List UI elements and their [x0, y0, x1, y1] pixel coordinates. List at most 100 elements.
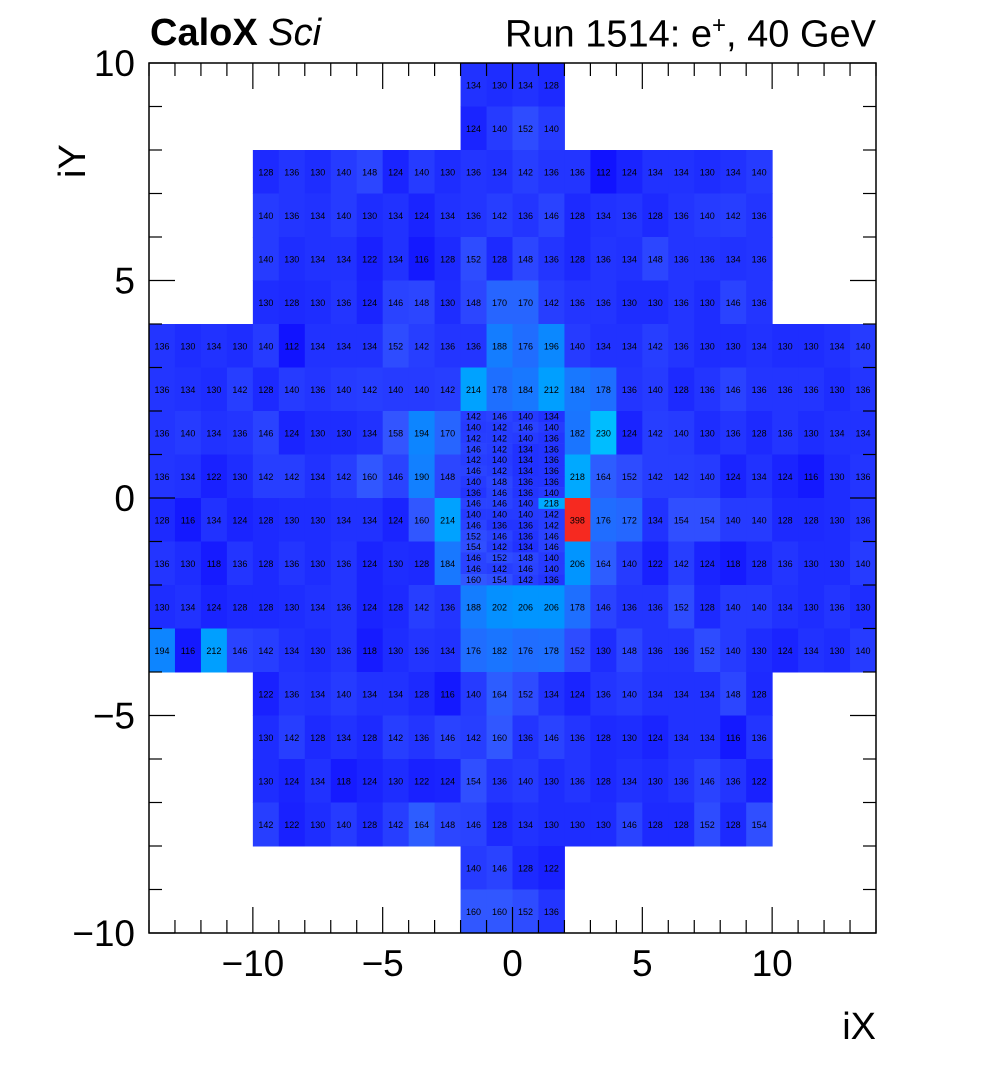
heatmap-cell [694, 411, 721, 455]
cell-value-label: 146 [258, 428, 273, 438]
fine-cell-value-label: 146 [466, 553, 481, 563]
heatmap-cell [642, 150, 669, 194]
heatmap-cell [278, 715, 306, 760]
heatmap-cell [304, 628, 332, 673]
heatmap-cell [174, 585, 202, 629]
cell-value-label: 118 [363, 646, 377, 656]
cell-value-label: 130 [284, 254, 299, 264]
heatmap-cell [330, 150, 358, 194]
heatmap-cell [434, 672, 462, 716]
heatmap-fine-cell [512, 487, 539, 499]
fine-cell-value-label: 218 [544, 499, 559, 509]
fine-cell-value-label: 154 [492, 575, 507, 585]
heatmap-cell [746, 237, 773, 281]
cell-value-label: 112 [596, 167, 610, 177]
cell-value-label: 140 [544, 124, 559, 134]
cell-value-label: 134 [804, 646, 819, 656]
heatmap-cell [434, 280, 462, 325]
cell-value-label: 134 [440, 211, 455, 221]
cell-value-label: 140 [752, 167, 767, 177]
cell-value-label: 130 [726, 341, 741, 351]
cell-value-label: 130 [232, 341, 247, 351]
heatmap-cell [564, 193, 591, 238]
heatmap-fine-cell [486, 487, 513, 499]
cell-value-label: 130 [804, 602, 819, 612]
heatmap-cell [694, 541, 721, 586]
cell-value-label: 130 [310, 428, 325, 438]
cell-value-label: 112 [285, 341, 299, 351]
heatmap-cell [252, 237, 280, 281]
cell-value-label: 134 [310, 211, 325, 221]
cell-value-label: 136 [778, 385, 793, 395]
cell-value-label: 148 [414, 298, 429, 308]
heatmap-cell [824, 498, 851, 542]
heatmap-fine-cell [512, 454, 539, 466]
heatmap-cell [149, 628, 176, 673]
cell-value-label: 136 [336, 602, 351, 612]
heatmap-cell [434, 150, 462, 194]
heatmap-cell [330, 324, 358, 368]
heatmap-cell [408, 672, 436, 716]
cell-value-label: 146 [700, 776, 715, 786]
heatmap-fine-cell [538, 530, 565, 542]
cell-value-label: 136 [544, 907, 559, 917]
cell-value-label: 128 [440, 254, 455, 264]
cell-value-label: 146 [726, 385, 741, 395]
fine-cell-value-label: 148 [492, 477, 507, 487]
cell-value-label: 136 [752, 254, 767, 264]
cell-value-label: 140 [622, 559, 637, 569]
heatmap-cell [694, 672, 721, 716]
cell-value-label: 130 [258, 298, 273, 308]
heatmap-cell [278, 541, 306, 586]
cell-value-label: 124 [362, 776, 377, 786]
cell-value-label: 152 [388, 341, 403, 351]
cell-value-label: 134 [830, 428, 845, 438]
cell-value-label: 128 [492, 820, 507, 830]
heatmap-fine-cell [538, 421, 565, 434]
heatmap-cell [642, 498, 669, 542]
cell-value-label: 136 [752, 298, 767, 308]
cell-value-label: 128 [258, 385, 273, 395]
cell-value-label: 122 [414, 776, 429, 786]
heatmap-cell [564, 150, 591, 194]
cell-value-label: 182 [570, 428, 585, 438]
heatmap-cell [668, 628, 695, 673]
heatmap-cell [720, 193, 747, 238]
heatmap-cell [512, 889, 539, 934]
heatmap-fine-cell [538, 498, 565, 510]
cell-value-label: 122 [362, 254, 377, 264]
heatmap-cell [642, 367, 669, 412]
heatmap-fine-cell [538, 541, 565, 553]
heatmap-cell [694, 324, 721, 368]
cell-value-label: 134 [492, 167, 507, 177]
heatmap-cell [798, 628, 825, 673]
heatmap-cell [330, 715, 358, 760]
cell-value-label: 128 [648, 820, 663, 830]
heatmap-cell [434, 367, 462, 412]
heatmap-cell [434, 715, 462, 760]
cell-value-label: 148 [726, 689, 741, 699]
heatmap-fine-cell [512, 541, 539, 553]
heatmap-cell [564, 715, 591, 760]
heatmap-cell [252, 498, 280, 542]
cell-value-label: 128 [258, 602, 273, 612]
cell-value-label: 124 [362, 602, 377, 612]
heatmap-cell [174, 411, 202, 455]
cell-value-label: 136 [856, 472, 871, 482]
heatmap-cell [590, 280, 617, 325]
cell-value-label: 130 [544, 776, 559, 786]
heatmap-cell [460, 672, 488, 716]
cell-value-label: 142 [726, 211, 741, 221]
heatmap-cell [382, 628, 410, 673]
heatmap-cell [304, 367, 332, 412]
heatmap-cell [408, 193, 436, 238]
cell-value-label: 152 [518, 689, 533, 699]
heatmap-cell [746, 802, 773, 847]
experiment-subtitle: Sci [268, 12, 322, 54]
heatmap-fine-cell [486, 519, 513, 531]
heatmap-cell [356, 193, 384, 238]
heatmap-cell [746, 672, 773, 716]
cell-value-label: 136 [856, 515, 871, 525]
cell-value-label: 124 [622, 167, 637, 177]
heatmap-fine-cell [512, 443, 539, 455]
